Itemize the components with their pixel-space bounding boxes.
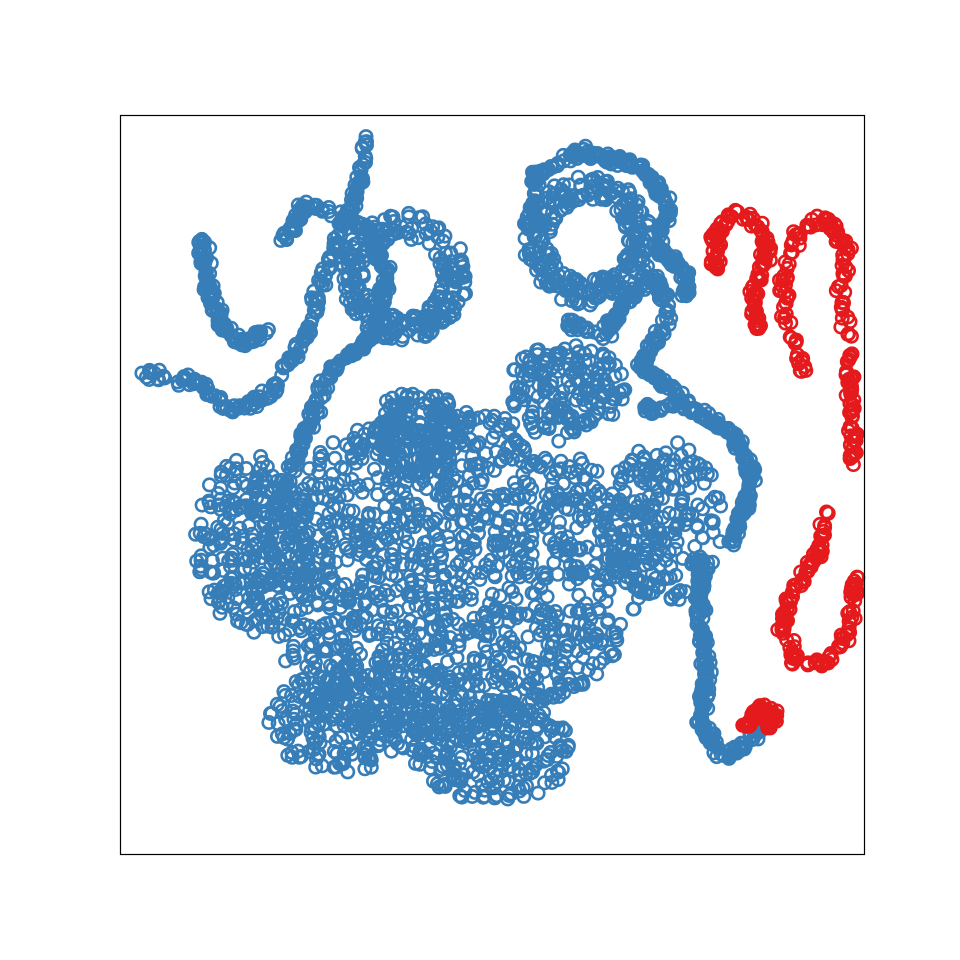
figure-background bbox=[0, 0, 960, 960]
scatter-figure bbox=[0, 0, 960, 960]
